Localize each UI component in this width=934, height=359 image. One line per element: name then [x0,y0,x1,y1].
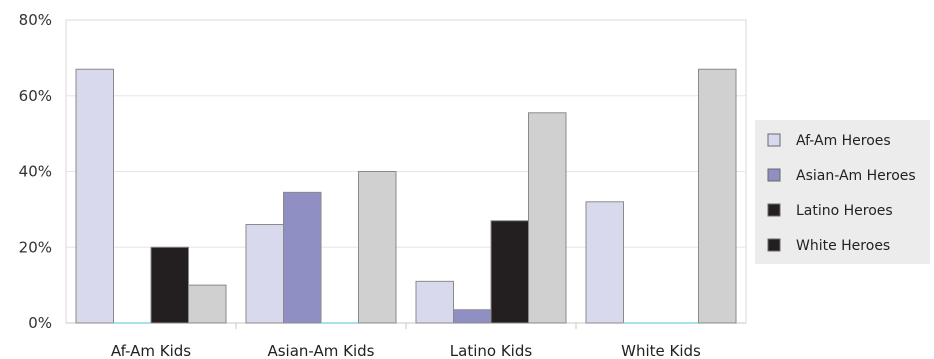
x-category-label: White Kids [621,342,701,359]
bar [585,201,624,324]
legend-box [755,120,930,264]
legend-swatch [767,133,781,147]
bar [245,224,284,324]
bars [75,68,737,324]
bar [283,191,322,324]
y-tick-label: 20% [19,238,52,256]
x-axis-category-labels: Af-Am Kids Asian-Am Kids Latino Kids White … [111,342,701,359]
y-tick-label: 60% [19,87,52,105]
legend: Af-Am Heroes Asian-Am Heroes Latino Heroes… [755,120,930,264]
bar [358,171,397,324]
y-axis-tick-labels: 0% 20% 40% 60% 80% [19,11,52,332]
y-tick-label: 80% [19,11,52,29]
legend-swatch [767,168,781,182]
bar [490,220,529,324]
x-category-label: Asian-Am Kids [267,342,374,359]
bar [528,112,567,324]
bar [188,284,227,324]
legend-swatch [767,238,781,252]
bar [150,246,189,324]
legend-label: Latino Heroes [796,203,893,219]
bar [415,280,454,324]
legend-label: Af-Am Heroes [796,133,891,149]
y-tick-label: 0% [28,314,52,332]
legend-label: Asian-Am Heroes [796,168,916,184]
bar [698,68,737,324]
legend-swatch [767,203,781,217]
y-tick-label: 40% [19,163,52,181]
bar [75,68,114,324]
bar [453,309,492,324]
x-category-label: Af-Am Kids [111,342,191,359]
legend-label: White Heroes [796,238,890,254]
x-category-label: Latino Kids [450,342,533,359]
